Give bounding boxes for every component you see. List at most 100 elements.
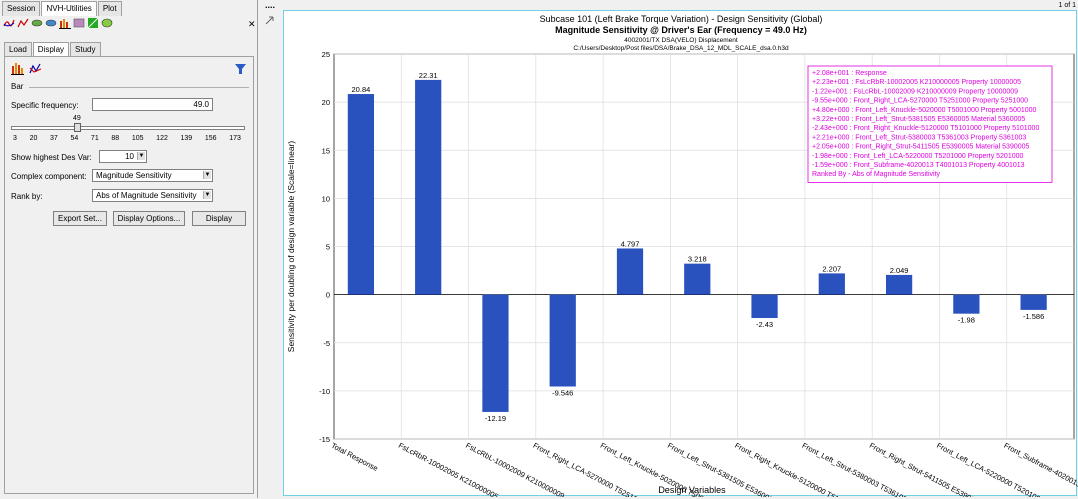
y-axis-label: Sensitivity per doubling of design varia… [286, 141, 296, 353]
legend-entry: Ranked By - Abs of Magnitude Sensitivity [812, 171, 941, 178]
complex-component-select[interactable]: Magnitude Sensitivity ▼ [92, 169, 213, 182]
cube-icon[interactable] [101, 17, 113, 29]
curve2-icon[interactable] [17, 17, 29, 29]
tool2-icon[interactable] [45, 17, 57, 29]
tab-load[interactable]: Load [4, 42, 32, 56]
page-indicator: 1 of 1 [1058, 2, 1076, 9]
bar-chart: Subcase 101 (Left Brake Torque Variation… [286, 14, 1078, 499]
close-icon[interactable]: ✕ [248, 19, 256, 29]
slider-tick: 54 [70, 135, 79, 142]
legend-entry: -1.98e+000 : Front_Left_LCA-5220000 T520… [812, 153, 1023, 160]
curve-icon[interactable] [3, 17, 15, 29]
chart-title: Subcase 101 (Left Brake Torque Variation… [540, 14, 823, 24]
slider-current-label: 49 [73, 115, 81, 122]
y-tick-label: 20 [322, 98, 330, 107]
legend-entry: +3.22e+000 : Front_Left_Strut-5381505 E5… [812, 116, 1025, 123]
slider-tick: 20 [29, 135, 38, 142]
bar [1020, 294, 1047, 310]
y-tick-label: 5 [326, 243, 330, 252]
slider-tick: 3 [13, 135, 17, 142]
specific-frequency-label: Specific frequency: [11, 101, 79, 110]
slider-ticks: 3 20 37 54 71 88 105 122 139 156 173 [13, 135, 241, 142]
slider-tick: 71 [90, 135, 99, 142]
legend-entry: -1.59e+000 : Front_Subframe-4020013 T400… [812, 162, 1025, 169]
bar [482, 294, 509, 412]
collapse-icon[interactable] [265, 15, 275, 27]
tool-icon[interactable] [31, 17, 43, 29]
filter-icon[interactable] [235, 64, 246, 76]
complex-component-value: Magnitude Sensitivity [96, 171, 172, 180]
x-tick-label: Total Response [330, 441, 380, 473]
bar-value-label: 2.207 [822, 264, 841, 273]
y-axis-ticks: -15 -10 -5 0 5 10 15 20 25 [319, 50, 330, 444]
bar [818, 273, 845, 295]
left-panel: Session NVH-Utilities Plot ✕ Load Displa… [0, 0, 258, 498]
bar-value-label: -1.98 [958, 316, 975, 325]
bar [549, 294, 576, 387]
display-panel: Bar Specific frequency: 49.0 49 3 20 37 … [4, 56, 254, 494]
chevron-down-icon: ▼ [203, 171, 211, 179]
bar-value-label: 22.31 [419, 71, 438, 80]
chevron-down-icon: ▼ [203, 191, 211, 199]
slider-tick: 88 [111, 135, 120, 142]
display-options-button[interactable]: Display Options... [113, 211, 185, 226]
section-divider [29, 87, 249, 88]
legend: +2.08e+001 : Response +2.23e+001 : FsLcRb… [807, 65, 1053, 183]
line-chart-icon[interactable] [29, 62, 43, 77]
slider-tick: 105 [131, 135, 144, 142]
bar [347, 94, 375, 295]
bar-value-label: -12.19 [485, 414, 506, 423]
legend-entry: +2.08e+001 : Response [812, 70, 887, 77]
bar [953, 294, 980, 314]
legend-entry: +2.23e+001 : FsLcRbR-10002005 K210000005… [812, 79, 1021, 86]
export-set-button[interactable]: Export Set... [53, 211, 107, 226]
tab-study[interactable]: Study [70, 42, 101, 56]
tab-display[interactable]: Display [32, 42, 70, 56]
y-tick-label: 0 [326, 291, 330, 300]
bar [751, 294, 778, 319]
bar [684, 263, 711, 295]
bar [885, 274, 913, 295]
grid-icon[interactable] [87, 17, 99, 29]
rank-by-select[interactable]: Abs of Magnitude Sensitivity ▼ [92, 189, 213, 202]
legend-box [807, 65, 1053, 183]
show-highest-select[interactable]: 10 ▼ [99, 150, 147, 163]
bar-value-label: 20.84 [352, 85, 371, 94]
slider-tick: 156 [204, 135, 217, 142]
slider-tick: 122 [156, 135, 168, 142]
legend-entry: +2.21e+000 : Front_Left_Strut-5380003 T5… [812, 134, 1026, 141]
bar-value-label: -1.586 [1023, 312, 1044, 321]
bar-chart-icon[interactable] [11, 62, 25, 77]
mesh-icon[interactable] [73, 17, 85, 29]
sub-tabs: Load Display Study [4, 42, 102, 56]
tab-nvh-utilities[interactable]: NVH-Utilities [41, 1, 97, 16]
display-button[interactable]: Display [192, 211, 246, 226]
y-tick-label: -15 [319, 435, 330, 444]
slider-tick: 37 [50, 135, 58, 142]
window-dots: .... [265, 0, 276, 10]
bar-value-label: 3.218 [688, 255, 707, 264]
plot-area: .... 1 of 1 Subcase 101 (Left Brake Torq… [259, 0, 1078, 499]
plot-window[interactable]: Subcase 101 (Left Brake Torque Variation… [283, 10, 1078, 499]
bar-icon[interactable] [59, 17, 71, 29]
frequency-slider-track[interactable] [11, 126, 245, 130]
section-title: Bar [11, 82, 24, 91]
toolbar [3, 17, 113, 31]
rank-by-value: Abs of Magnitude Sensitivity [96, 191, 197, 200]
legend-entry: -9.55e+000 : Front_Right_LCA-5270000 T52… [812, 98, 1028, 105]
y-tick-label: 10 [322, 194, 330, 203]
bar-value-label: 4.797 [621, 239, 640, 248]
y-tick-label: 15 [322, 146, 330, 155]
chart-subtitle-3: C:/Users/Desktop/Post files/DSA/Brake_DS… [573, 45, 789, 52]
tab-session[interactable]: Session [2, 1, 41, 16]
bar [415, 79, 442, 295]
complex-component-label: Complex component: [11, 172, 87, 181]
frequency-slider-handle[interactable] [73, 123, 81, 132]
bar [616, 248, 644, 295]
legend-entry: -2.43e+000 : Front_Right_Knuckle-5120000… [812, 125, 1039, 132]
specific-frequency-input[interactable]: 49.0 [92, 98, 213, 111]
show-highest-label: Show highest Des Var: [11, 153, 92, 162]
legend-entry: +2.05e+000 : Front_Right_Strut-5411505 E… [812, 144, 1030, 151]
tab-plot[interactable]: Plot [97, 1, 122, 16]
chevron-down-icon: ▼ [137, 152, 145, 160]
